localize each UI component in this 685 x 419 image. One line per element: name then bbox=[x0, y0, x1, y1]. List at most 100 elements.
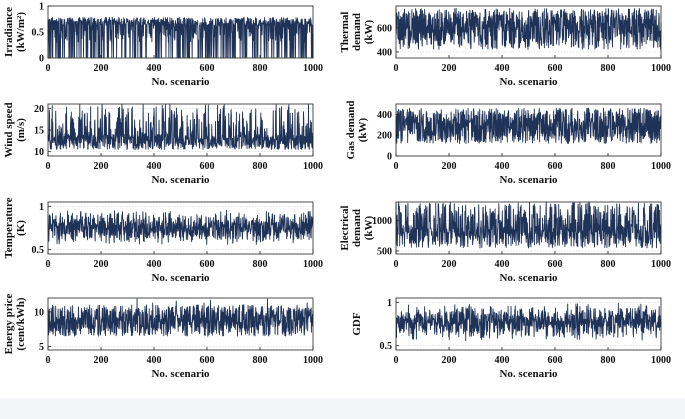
x-tick-label: 600 bbox=[548, 161, 563, 172]
x-tick-label: 800 bbox=[253, 63, 268, 74]
x-tick-label: 0 bbox=[394, 161, 399, 172]
y-tick-label: 10 bbox=[34, 147, 44, 158]
x-axis-label: No. scenario bbox=[499, 272, 558, 284]
y-axis-label: Energy price bbox=[3, 293, 15, 354]
y-tick-label: 400 bbox=[377, 110, 392, 121]
x-tick-label: 800 bbox=[601, 63, 616, 74]
x-axis-label: No. scenario bbox=[499, 76, 558, 88]
y-tick-label: 0 bbox=[387, 152, 392, 163]
x-tick-label: 800 bbox=[601, 161, 616, 172]
x-tick-label: 200 bbox=[94, 259, 109, 270]
series-line bbox=[47, 17, 314, 59]
series-line bbox=[395, 8, 662, 50]
x-tick-label: 600 bbox=[200, 259, 215, 270]
x-tick-label: 0 bbox=[46, 259, 51, 270]
x-tick-label: 1000 bbox=[303, 259, 323, 270]
x-tick-label: 0 bbox=[46, 161, 51, 172]
y-axis-label: (kW/m²) bbox=[15, 12, 27, 52]
x-tick-label: 400 bbox=[147, 355, 162, 366]
x-tick-label: 600 bbox=[548, 355, 563, 366]
series-line bbox=[395, 201, 662, 249]
y-tick-label: 500 bbox=[377, 246, 392, 257]
y-tick-label: 0.5 bbox=[32, 245, 45, 256]
x-tick-label: 1000 bbox=[651, 161, 671, 172]
panel-wind-speed: 0 200 400 600 800 1000 10 15 20 No. scenario Wind … bbox=[3, 102, 323, 186]
x-tick-label: 1000 bbox=[651, 355, 671, 366]
x-axis-label: No. scenario bbox=[499, 174, 558, 186]
series-line bbox=[395, 107, 662, 144]
x-tick-label: 800 bbox=[253, 355, 268, 366]
y-axis-label: (cent/kWh) bbox=[15, 297, 27, 351]
y-tick-label: 1 bbox=[39, 2, 44, 13]
y-tick-label: 1000 bbox=[372, 216, 392, 227]
x-axis-label: No. scenario bbox=[151, 76, 210, 88]
x-tick-label: 800 bbox=[253, 161, 268, 172]
x-tick-label: 400 bbox=[495, 161, 510, 172]
series-line bbox=[47, 298, 314, 337]
y-tick-label: 5 bbox=[39, 342, 44, 353]
y-axis-label: GDF bbox=[351, 312, 363, 336]
x-tick-label: 0 bbox=[46, 63, 51, 74]
y-tick-label: 10 bbox=[34, 307, 44, 318]
x-tick-label: 0 bbox=[46, 355, 51, 366]
axes-frame bbox=[395, 201, 662, 255]
y-tick-label: 0.5 bbox=[380, 341, 393, 352]
x-tick-label: 200 bbox=[94, 161, 109, 172]
x-axis-label: No. scenario bbox=[151, 368, 210, 380]
x-tick-label: 200 bbox=[442, 63, 457, 74]
x-tick-label: 200 bbox=[94, 355, 109, 366]
x-tick-label: 0 bbox=[394, 63, 399, 74]
y-tick-label: 400 bbox=[377, 47, 392, 58]
y-tick-label: 0.5 bbox=[32, 28, 45, 39]
x-tick-label: 400 bbox=[495, 259, 510, 270]
x-tick-label: 600 bbox=[548, 63, 563, 74]
panel-gas-demand: 0 200 400 600 800 1000 0 200 400 No. scenario Gas … bbox=[345, 101, 671, 187]
y-axis-label: Wind speed bbox=[3, 102, 15, 157]
x-tick-label: 0 bbox=[394, 259, 399, 270]
axes-frame bbox=[395, 103, 662, 157]
x-tick-label: 600 bbox=[548, 259, 563, 270]
x-tick-label: 400 bbox=[147, 259, 162, 270]
axes-frame bbox=[47, 201, 314, 255]
x-tick-label: 800 bbox=[601, 355, 616, 366]
x-tick-label: 800 bbox=[253, 259, 268, 270]
series-line bbox=[47, 209, 314, 245]
x-tick-label: 200 bbox=[442, 161, 457, 172]
x-tick-label: 800 bbox=[601, 259, 616, 270]
bottom-band bbox=[0, 398, 685, 419]
y-tick-label: 0 bbox=[39, 54, 44, 65]
x-tick-label: 400 bbox=[495, 355, 510, 366]
y-tick-label: 1 bbox=[387, 298, 392, 309]
x-tick-label: 400 bbox=[147, 63, 162, 74]
x-tick-label: 600 bbox=[200, 63, 215, 74]
panel-temperature: 0 200 400 600 800 1000 0.5 1 No. scenario Tempera… bbox=[3, 197, 323, 284]
y-axis-label: (kW) bbox=[357, 117, 369, 142]
panel-irradiance: 0 200 400 600 800 1000 0 0.5 1 No. scenario Irradi… bbox=[3, 2, 323, 89]
x-tick-label: 1000 bbox=[651, 63, 671, 74]
y-axis-label: (kW) bbox=[363, 215, 375, 240]
y-axis-label: Irradiance bbox=[3, 7, 15, 57]
y-axis-label: demand bbox=[351, 209, 363, 247]
x-tick-label: 0 bbox=[394, 355, 399, 366]
x-tick-label: 200 bbox=[94, 63, 109, 74]
y-axis-label: Electrical bbox=[339, 205, 351, 250]
x-tick-label: 200 bbox=[442, 355, 457, 366]
y-tick-label: 200 bbox=[377, 131, 392, 142]
y-axis-label: Gas demand bbox=[345, 101, 357, 160]
axes-frame bbox=[395, 5, 662, 59]
y-axis-label: (K) bbox=[15, 220, 27, 236]
x-tick-label: 600 bbox=[200, 161, 215, 172]
x-tick-label: 600 bbox=[200, 355, 215, 366]
panel-energy-price: 0 200 400 600 800 1000 5 10 No. scenario Energy p… bbox=[3, 293, 323, 380]
panel-thermal-demand: 0 200 400 600 800 1000 400 600 No. scenario Therm… bbox=[339, 5, 671, 88]
x-axis-label: No. scenario bbox=[499, 368, 558, 380]
y-axis-label: demand bbox=[351, 13, 363, 51]
x-tick-label: 1000 bbox=[303, 63, 323, 74]
x-tick-label: 1000 bbox=[303, 161, 323, 172]
y-tick-label: 15 bbox=[34, 126, 44, 137]
panel-gdf: 0 200 400 600 800 1000 0.5 1 No. scenario GDF bbox=[351, 297, 671, 380]
x-tick-label: 1000 bbox=[303, 355, 323, 366]
x-tick-label: 400 bbox=[495, 63, 510, 74]
x-axis-label: No. scenario bbox=[151, 272, 210, 284]
